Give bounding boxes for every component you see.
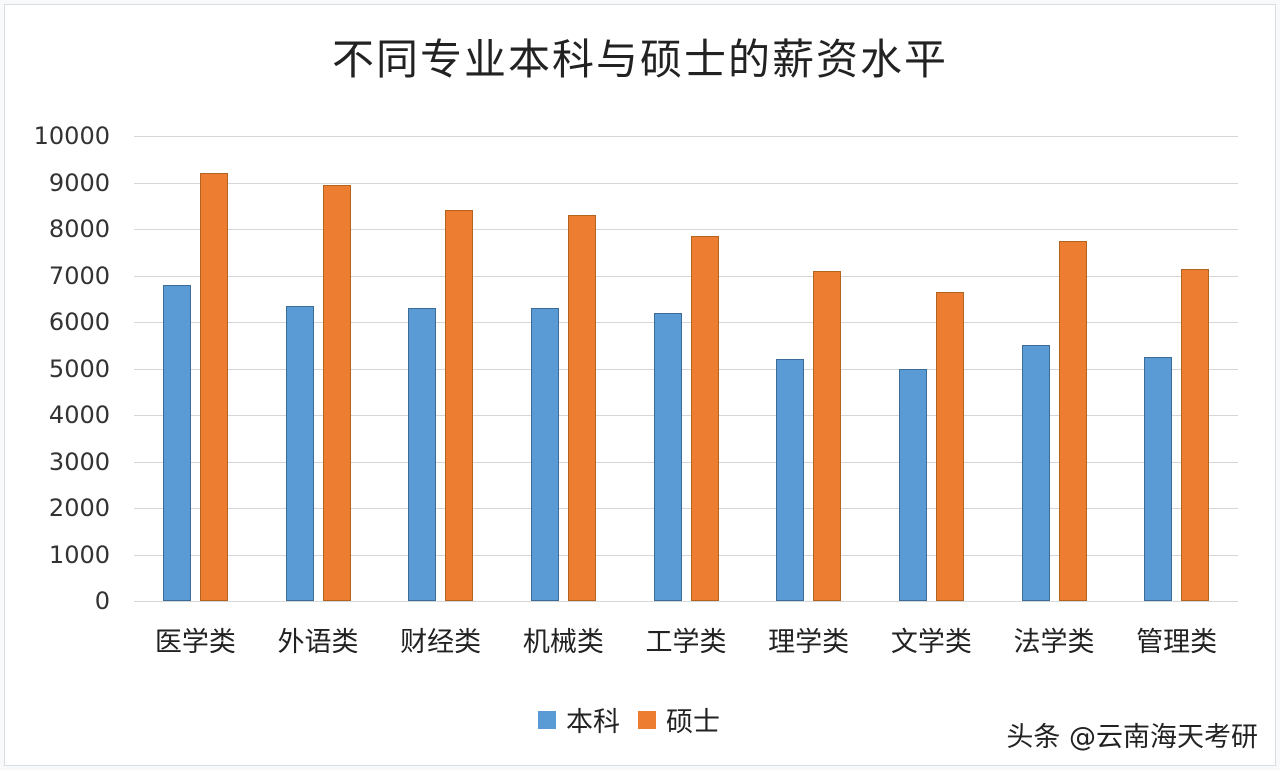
gridline xyxy=(134,601,1238,602)
bar-bachelor xyxy=(162,284,191,601)
bar-master xyxy=(690,235,719,601)
x-tick-label: 文学类 xyxy=(890,627,972,658)
y-tick-label: 6000 xyxy=(48,308,110,336)
chart-title: 不同专业本科与硕士的薪资水平 xyxy=(331,35,948,84)
bar-bachelor xyxy=(1021,345,1050,601)
legend-swatch-icon xyxy=(538,710,556,729)
bar-bachelor xyxy=(1144,356,1173,601)
legend: 本科 硕士 xyxy=(538,700,728,739)
bar-master xyxy=(322,184,351,601)
legend-swatch-icon xyxy=(638,710,656,729)
x-tick-label: 法学类 xyxy=(1013,627,1095,658)
gridline xyxy=(134,229,1238,230)
bar-master xyxy=(445,210,474,601)
y-tick-label: 8000 xyxy=(48,215,110,243)
x-tick-label: 医学类 xyxy=(154,627,236,658)
bar-bachelor xyxy=(898,368,927,601)
gridline xyxy=(134,322,1238,323)
x-tick-label: 管理类 xyxy=(1136,627,1218,658)
legend-label: 本科 xyxy=(566,707,620,738)
gridline xyxy=(134,182,1238,184)
legend-item: 本科 xyxy=(538,700,620,739)
bar-bachelor xyxy=(653,312,682,601)
gridline xyxy=(134,461,1238,463)
bar-bachelor xyxy=(285,305,314,601)
y-tick-label: 9000 xyxy=(48,168,110,197)
x-tick-label: 财经类 xyxy=(400,627,482,658)
bar-bachelor xyxy=(530,308,559,601)
gridline xyxy=(134,415,1238,416)
bar-master xyxy=(935,291,964,601)
y-tick-label: 5000 xyxy=(48,354,110,383)
y-tick-label: 3000 xyxy=(48,447,110,476)
bar-bachelor xyxy=(408,308,437,601)
plot-area xyxy=(134,136,1238,602)
gridline xyxy=(134,554,1238,556)
y-tick-label: 0 xyxy=(94,587,110,615)
y-tick-label: 1000 xyxy=(48,540,110,569)
gridline xyxy=(134,368,1238,370)
legend-label: 硕士 xyxy=(666,707,720,738)
bar-master xyxy=(199,173,228,601)
bar-master xyxy=(813,270,842,601)
x-tick-label: 工学类 xyxy=(645,627,727,658)
x-tick-label: 外语类 xyxy=(277,627,359,658)
x-tick-label: 理学类 xyxy=(768,627,850,658)
y-tick-label: 7000 xyxy=(48,261,110,290)
bar-bachelor xyxy=(776,359,805,601)
y-tick-label: 2000 xyxy=(48,494,110,522)
bar-master xyxy=(1181,268,1210,601)
legend-item: 硕士 xyxy=(638,700,720,739)
bar-master xyxy=(1058,240,1087,601)
gridline xyxy=(134,136,1238,137)
x-tick-label: 机械类 xyxy=(522,627,604,658)
y-tick-label: 10000 xyxy=(33,122,110,150)
gridline xyxy=(134,275,1238,277)
gridline xyxy=(134,508,1238,509)
bar-master xyxy=(567,215,596,601)
watermark: 头条 @云南海天考研 xyxy=(1006,722,1258,753)
y-tick-label: 4000 xyxy=(48,401,110,429)
